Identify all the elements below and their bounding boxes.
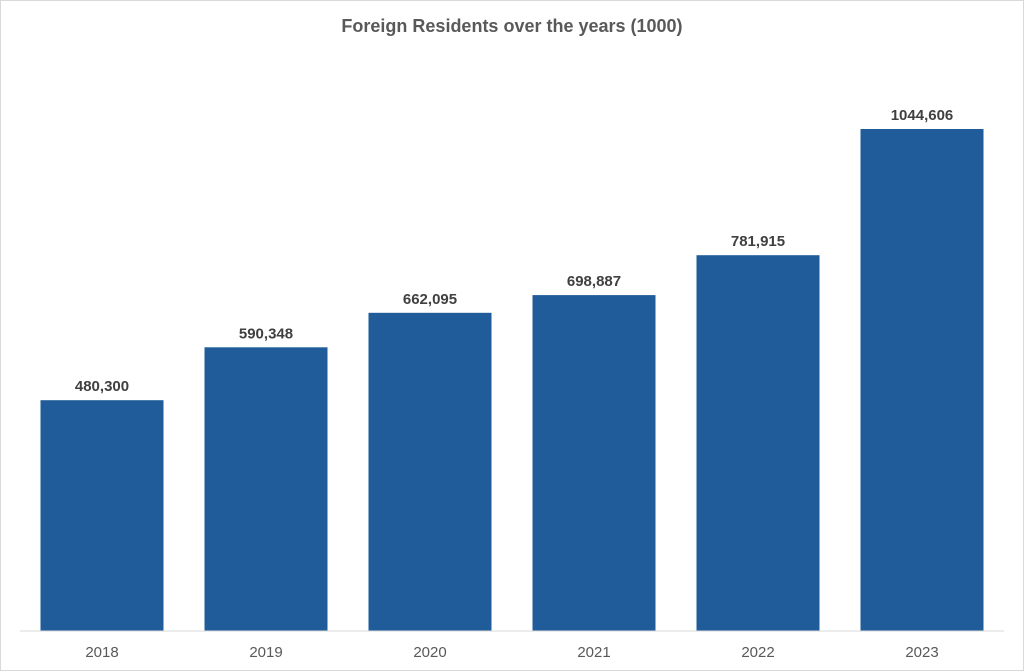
x-tick-label-2019: 2019 (249, 644, 282, 661)
bar-2023 (860, 129, 984, 631)
data-label-2023: 1044,606 (891, 107, 954, 124)
x-tick-label-2018: 2018 (85, 644, 118, 661)
data-label-2019: 590,348 (239, 325, 293, 342)
x-tick-label-2023: 2023 (905, 644, 938, 661)
x-tick-label-2021: 2021 (577, 644, 610, 661)
chart-title: Foreign Residents over the years (1000) (341, 16, 682, 36)
bar-2022 (696, 255, 820, 631)
bars-group: 480,300 2018 590,348 2019 662,095 2020 698,887… (40, 107, 984, 661)
bar-2020 (368, 312, 492, 631)
bar-2018 (40, 400, 164, 631)
x-tick-label-2022: 2022 (741, 644, 774, 661)
data-label-2022: 781,915 (731, 233, 785, 250)
x-tick-label-2020: 2020 (413, 644, 446, 661)
bar-2021 (532, 295, 656, 631)
bar-2019 (204, 347, 328, 631)
data-label-2018: 480,300 (75, 378, 129, 395)
data-label-2020: 662,095 (403, 291, 457, 308)
data-label-2021: 698,887 (567, 273, 621, 290)
